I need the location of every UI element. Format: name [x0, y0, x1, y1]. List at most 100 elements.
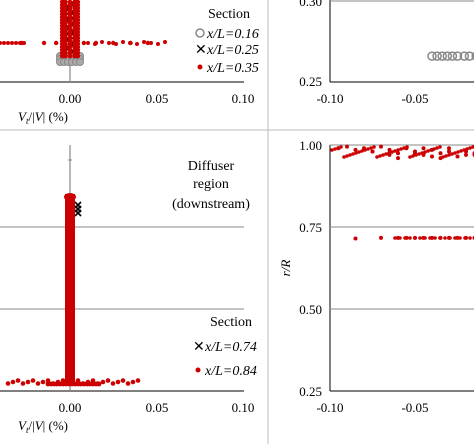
- ll-red-point: [65, 341, 75, 344]
- lr-red-point: [393, 236, 397, 240]
- lr-red-point: [463, 236, 467, 240]
- lr-red-point: [351, 152, 355, 156]
- lr-red-point: [423, 236, 427, 240]
- lr-red-point: [393, 149, 397, 153]
- ul-red-spread-point: [14, 41, 18, 45]
- ll-red-spread-point: [110, 381, 116, 386]
- ll-red-point: [65, 326, 75, 329]
- ll-red-point: [65, 236, 75, 239]
- ur-gray-point: [452, 51, 463, 61]
- lr-red-point: [426, 149, 430, 153]
- ll-red-spread-point: [10, 379, 16, 385]
- lr-red-point: [379, 235, 383, 240]
- ll-red-point: [65, 263, 75, 266]
- lr-red-point: [455, 154, 460, 159]
- ul-red-spread-point: [62, 40, 68, 46]
- ll-red-point: [65, 335, 75, 338]
- ll-red-point: [65, 278, 75, 281]
- ul-red-spread-point: [114, 42, 118, 46]
- ll-red-point: [65, 320, 75, 323]
- panel-ul-xtick-0: 0.00: [59, 91, 82, 106]
- ul-red-spread-point: [86, 41, 90, 45]
- ll-red-point: [64, 193, 76, 201]
- panel-lr-xtick-1: -0.05: [401, 400, 428, 415]
- ll-red-point: [65, 380, 75, 383]
- lr-red-point: [429, 148, 433, 152]
- lr-red-point: [396, 156, 400, 161]
- lr-red-point: [428, 236, 432, 240]
- ll-red-point: [65, 293, 75, 296]
- panel-ll-xtick-2: 0.10: [232, 400, 255, 415]
- ll-red-point: [65, 242, 75, 245]
- ur-gray-point: [471, 51, 474, 61]
- panel-ll-xtick-0: 0.00: [59, 400, 82, 415]
- ul-red-spread-point: [67, 40, 73, 46]
- lr-red-point: [408, 236, 412, 240]
- ul-red-spread-point: [121, 40, 125, 44]
- lr-red-point: [430, 154, 434, 159]
- lr-red-point: [468, 236, 472, 240]
- panel-ll-annotation-1: region: [193, 177, 229, 192]
- panel-ul-legend-label-0: x/L=0.16: [206, 27, 259, 42]
- lr-red-point: [353, 236, 358, 241]
- lr-red-point: [369, 146, 373, 150]
- ll-red-spread-point: [96, 381, 102, 387]
- lr-red-point: [458, 236, 462, 240]
- panel-ll-annotation-0: Diffuser: [188, 159, 235, 174]
- ll-red-point: [65, 200, 75, 203]
- panel-lr-points: [330, 144, 474, 241]
- lr-red-point: [471, 145, 474, 149]
- ll-red-point: [65, 365, 75, 368]
- ll-red-point: [65, 296, 75, 299]
- ul-red-spread-point: [6, 41, 10, 45]
- ul-red-spread-point: [149, 41, 153, 45]
- panel-upper-left: 0.00 0.05 0.10 Vt/|V| (%) Section x/L=0.…: [0, 0, 259, 126]
- ll-red-spread-point: [120, 378, 126, 383]
- lr-red-point: [441, 155, 445, 159]
- panel-ur-xtick-0: -0.10: [316, 91, 343, 106]
- lr-red-point: [363, 148, 367, 152]
- lr-red-point: [447, 153, 451, 157]
- ll-red-point: [65, 209, 75, 212]
- ll-red-point: [65, 239, 75, 242]
- ul-red-spread-point: [100, 40, 104, 44]
- lr-red-point: [438, 145, 442, 149]
- ll-red-point: [65, 305, 75, 308]
- lr-red-point: [403, 236, 407, 240]
- ll-red-spread-point: [45, 378, 51, 383]
- lr-red-point: [375, 155, 379, 159]
- ur-gray-point: [432, 51, 442, 61]
- lr-red-point: [453, 151, 457, 155]
- lr-red-point: [378, 154, 382, 158]
- lr-red-point: [438, 151, 443, 156]
- lr-red-point: [411, 154, 415, 158]
- lr-red-point: [417, 152, 421, 156]
- lr-red-point: [465, 147, 469, 151]
- ll-red-point: [65, 332, 75, 335]
- ll-red-point: [65, 227, 75, 230]
- panel-ll-annotation-2: (downstream): [172, 197, 250, 212]
- lr-red-point: [399, 147, 403, 151]
- panel-ul-xtick-2: 0.10: [232, 91, 255, 106]
- ll-red-point: [65, 338, 75, 341]
- ll-red-spread-point: [60, 378, 66, 383]
- lr-red-point: [420, 151, 424, 155]
- ll-red-point: [65, 353, 75, 356]
- lr-red-point: [353, 147, 358, 152]
- lr-red-point: [448, 236, 452, 240]
- lr-red-point: [348, 153, 352, 157]
- lr-red-point: [444, 154, 448, 158]
- lr-red-point: [354, 151, 358, 155]
- ur-gray-point: [459, 51, 470, 61]
- ul-gray-point: [76, 58, 84, 66]
- lr-red-point: [447, 146, 451, 151]
- panel-ul-legend-marker-2: [197, 64, 203, 70]
- ll-red-point: [65, 284, 75, 287]
- ul-red-spread-point: [53, 40, 59, 46]
- ul-red-point: [63, 53, 68, 59]
- ll-red-point: [65, 206, 75, 209]
- panel-lr-ylabel: r/R: [278, 260, 293, 277]
- ll-red-point: [65, 317, 75, 320]
- lr-red-point: [459, 149, 463, 153]
